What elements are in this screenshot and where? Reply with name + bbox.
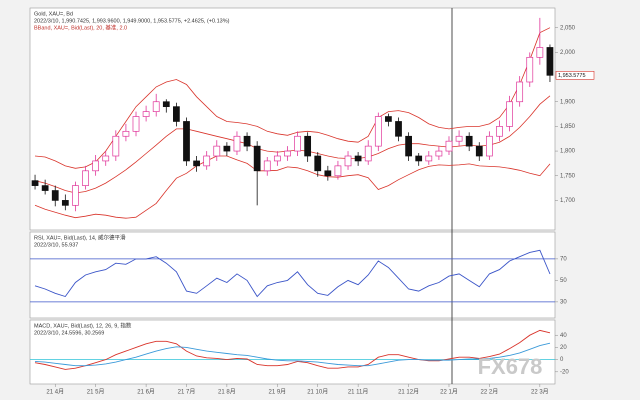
bollinger-middle: [34, 95, 551, 194]
y-tick-label: 1,850: [560, 124, 576, 130]
candle-body: [536, 47, 544, 58]
candle-body: [61, 200, 69, 206]
y-tick-label: 1,900: [560, 99, 576, 105]
candle-body: [41, 185, 49, 191]
candle-body: [395, 121, 402, 137]
candle-body: [354, 155, 362, 162]
x-tick-label: 21 10月: [307, 389, 328, 396]
candle-body: [132, 116, 140, 132]
panel-header: BBand, XAU=, Bid(Last), 20, 基准, 2.0: [34, 23, 127, 31]
rsi-panel: [29, 231, 556, 319]
candle-body: [102, 155, 110, 162]
panel-header: 2022/3/10, 55.937: [34, 242, 78, 248]
candle-body: [304, 135, 312, 157]
x-tick-label: 22 3月: [531, 389, 549, 396]
y-tick-label: 20: [560, 345, 567, 351]
candle-body: [516, 81, 524, 103]
x-tick-label: 21 8月: [218, 389, 236, 396]
panel-header: Gold, XAU=, Bd: [34, 11, 73, 17]
candle-body: [213, 145, 221, 157]
y-tick-label: 50: [560, 278, 567, 284]
panel-header: 2022/3/10, 24.5596, 30.2569: [34, 330, 104, 336]
x-tick-label: 22 1月: [440, 389, 458, 396]
candle-body: [152, 101, 160, 112]
candle-body: [496, 126, 503, 137]
candle-body: [82, 170, 89, 186]
panel-header: 2022/3/10, 1,990.7425, 1,993.9600, 1,949…: [34, 18, 230, 24]
x-tick-label: 21 4月: [46, 389, 64, 396]
candle-body: [435, 150, 443, 157]
indicator-line: [34, 249, 551, 298]
candle-body: [203, 155, 211, 167]
y-tick-label: 1,700: [560, 198, 576, 204]
candle-body: [223, 145, 231, 152]
candle-body: [455, 135, 463, 142]
candle-body: [162, 101, 170, 108]
y-tick-label: 0: [560, 357, 564, 363]
candle-body: [506, 101, 513, 127]
candle-body: [294, 135, 301, 152]
indicator-line: [34, 342, 551, 367]
candle-body: [72, 185, 79, 206]
candle-body: [173, 106, 180, 122]
y-tick-label: 1,750: [560, 173, 576, 179]
candle-body: [425, 155, 433, 162]
candle-body: [51, 190, 59, 201]
candle-body: [31, 180, 39, 186]
candle-body: [324, 170, 332, 177]
x-tick-label: 21 5月: [87, 389, 105, 396]
candle-body: [465, 135, 473, 147]
x-tick-label: 22 2月: [481, 389, 499, 396]
candle-body: [415, 155, 423, 162]
candle-body: [445, 140, 453, 152]
candle-body: [475, 145, 483, 157]
panel-header: MACD, XAU=, Bid(Last), 12, 26, 9, 指数: [34, 321, 132, 329]
x-tick-label: 21 11月: [348, 389, 369, 396]
candle-body: [526, 56, 534, 83]
x-tick-label: 21 7月: [178, 389, 196, 396]
y-tick-label: -20: [560, 369, 569, 375]
candle-body: [546, 47, 554, 76]
last-price-label: 1,953.5775: [558, 73, 586, 79]
y-tick-label: 1,800: [560, 149, 576, 155]
candle-body: [405, 135, 412, 157]
bollinger-lower: [34, 155, 551, 219]
y-tick-label: 40: [560, 333, 567, 339]
y-tick-label: 2,050: [560, 25, 576, 31]
candle-body: [374, 116, 382, 147]
panel-header: RSI, XAU=, Bid(Last), 14, 威尔德平滑: [34, 233, 126, 241]
candle-body: [112, 135, 120, 157]
candle-body: [263, 160, 271, 172]
y-tick-label: 30: [560, 299, 567, 305]
indicator-line: [34, 329, 551, 370]
candle-body: [142, 111, 150, 117]
x-tick-label: 21 9月: [269, 389, 287, 396]
x-tick-label: 21 12月: [398, 389, 419, 396]
macd-panel: [29, 319, 556, 385]
candle-body: [92, 160, 100, 172]
last-price-tag: [555, 71, 595, 80]
y-tick-label: 70: [560, 256, 567, 262]
candle-body: [284, 150, 291, 157]
candle-body: [273, 155, 281, 162]
price-panel: [29, 7, 556, 231]
candle-body: [193, 160, 200, 167]
candle-body: [344, 155, 352, 167]
candle-body: [243, 135, 251, 147]
y-tick-label: 2,000: [560, 50, 576, 56]
bollinger-upper: [34, 27, 551, 169]
candle-body: [253, 145, 261, 172]
candle-body: [122, 130, 130, 137]
candle-body: [334, 165, 342, 177]
candle-body: [183, 121, 190, 162]
candle-body: [385, 116, 392, 122]
candle-body: [364, 145, 372, 162]
candle-body: [314, 155, 322, 172]
watermark: FX678: [478, 354, 543, 379]
candle-body: [485, 135, 493, 157]
candle-body: [233, 135, 241, 152]
x-tick-label: 21 6月: [137, 389, 155, 396]
